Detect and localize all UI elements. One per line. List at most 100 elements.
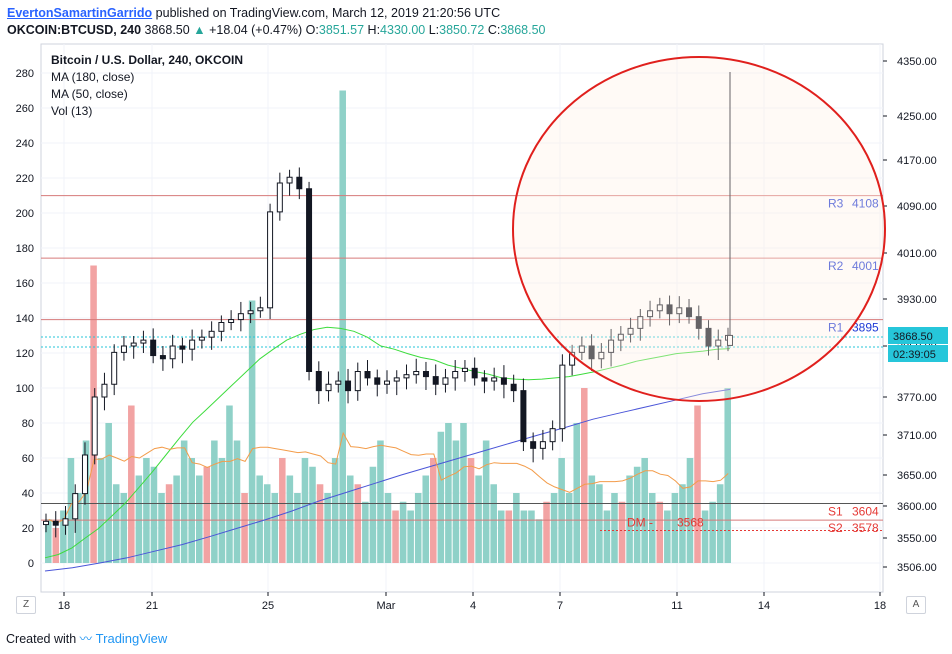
volume-bar — [581, 388, 588, 563]
volume-bar — [407, 510, 414, 563]
symbol-label: OKCOIN:BTCUSD, 240 — [7, 23, 142, 37]
candle-body — [520, 390, 527, 443]
price-tick-label: 4250.00 — [897, 111, 937, 123]
candle-body — [315, 371, 322, 392]
candle-body — [432, 376, 439, 385]
candle-body — [500, 377, 507, 385]
volume-bar — [648, 493, 656, 563]
volume-bar — [226, 405, 233, 563]
candle-body — [296, 176, 303, 190]
volume-bar — [573, 423, 581, 563]
candle-body — [306, 188, 313, 372]
price-tick-label: 4350.00 — [897, 56, 937, 68]
legend-vol: Vol (13) — [51, 104, 92, 118]
candle-body — [403, 374, 410, 379]
candle-body — [52, 520, 59, 526]
volume-bar — [67, 458, 75, 563]
volume-bar — [611, 493, 618, 563]
candle-body — [150, 339, 157, 357]
candle-body — [169, 345, 176, 360]
volume-bar — [724, 388, 731, 563]
author-link[interactable]: EvertonSamartinGarrido — [7, 6, 153, 20]
volume-bar — [218, 458, 226, 563]
volume-bar — [195, 475, 203, 563]
volume-bar — [346, 475, 354, 563]
level-value: 3604 — [852, 505, 879, 519]
last-price-badge-bg — [888, 327, 948, 344]
volume-bar — [45, 519, 52, 563]
legend-ma50: MA (50, close) — [51, 87, 128, 101]
open-value: 3851.57 — [318, 23, 365, 37]
tradingview-logo-icon: 〰 — [79, 632, 93, 646]
volume-tick-label: 200 — [16, 208, 34, 220]
volume-bar — [497, 510, 505, 563]
candle-body — [111, 351, 118, 385]
volume-bar — [679, 484, 686, 563]
volume-tick-label: 260 — [16, 103, 34, 115]
auto-scale-button[interactable]: A — [906, 596, 926, 614]
volume-bar — [82, 440, 90, 563]
moving-averages — [44, 326, 731, 572]
price-tick-label: 4010.00 — [897, 248, 937, 260]
volume-bar — [596, 484, 603, 563]
candle-body — [549, 428, 556, 443]
countdown-badge: 02:39:05 — [893, 349, 936, 361]
candle-body — [237, 313, 244, 321]
zoom-toggle-button[interactable]: Z — [16, 596, 36, 614]
ohlc-row: OKCOIN:BTCUSD, 240 3868.50 ▲ +18.04 (+0.… — [7, 22, 947, 39]
candle-body — [159, 355, 166, 360]
time-tick-label: 14 — [758, 600, 770, 612]
level-name: S1 — [828, 505, 843, 519]
volume-bar — [309, 466, 316, 563]
low-label: L: — [428, 23, 440, 37]
candle-body — [286, 176, 293, 184]
candle-body — [81, 454, 88, 495]
volume-bar — [626, 475, 633, 563]
candle-body — [218, 322, 225, 332]
axes: 0 20 40 60 80 100 120 140 160 180 200 220 240 260 280 4… — [16, 56, 937, 612]
volume-bar — [271, 493, 279, 563]
level-value: 3895 — [852, 321, 879, 335]
price-tick-label: 3650.00 — [897, 470, 937, 482]
volume-bar — [543, 501, 550, 563]
ma180-line — [44, 388, 731, 572]
level-name: S2 — [828, 521, 843, 535]
volume-bar — [180, 440, 188, 563]
volume-bar — [324, 493, 331, 563]
time-tick-label: 18 — [58, 600, 70, 612]
legend-ma180: MA (180, close) — [51, 70, 134, 84]
price-tick-label: 3550.00 — [897, 533, 937, 545]
created-with-text: Created with — [6, 632, 77, 646]
price-tick-label: 4170.00 — [897, 155, 937, 167]
volume-bar — [211, 440, 218, 563]
volume-bar — [633, 466, 641, 563]
volume-tick-label: 280 — [16, 68, 34, 80]
tradingview-brand[interactable]: TradingView — [95, 631, 168, 646]
volume-bar — [694, 405, 701, 563]
volume-bar — [558, 458, 565, 563]
volume-tick-label: 40 — [22, 488, 34, 500]
volume-bar — [362, 501, 369, 563]
volume-bar — [565, 493, 573, 563]
volume-bar — [128, 405, 135, 563]
volume-bar — [354, 484, 362, 563]
candle-body — [510, 383, 517, 392]
candle-body — [413, 371, 420, 376]
volume-tick-label: 180 — [16, 243, 34, 255]
volume-bar — [603, 510, 611, 563]
candle-body — [539, 441, 546, 449]
candle-body — [101, 383, 108, 398]
volume-ma-line — [48, 431, 729, 525]
volume-bar — [414, 493, 422, 563]
candle-body — [384, 380, 390, 385]
candle-body — [676, 307, 683, 315]
candle-body — [608, 339, 615, 353]
volume-bar — [709, 501, 716, 563]
spike-body — [727, 334, 733, 346]
candle-body — [686, 307, 693, 318]
volume-tick-label: 60 — [22, 453, 34, 465]
candle-body — [257, 307, 264, 312]
volume-bar — [399, 501, 407, 563]
candle-body — [578, 345, 585, 353]
